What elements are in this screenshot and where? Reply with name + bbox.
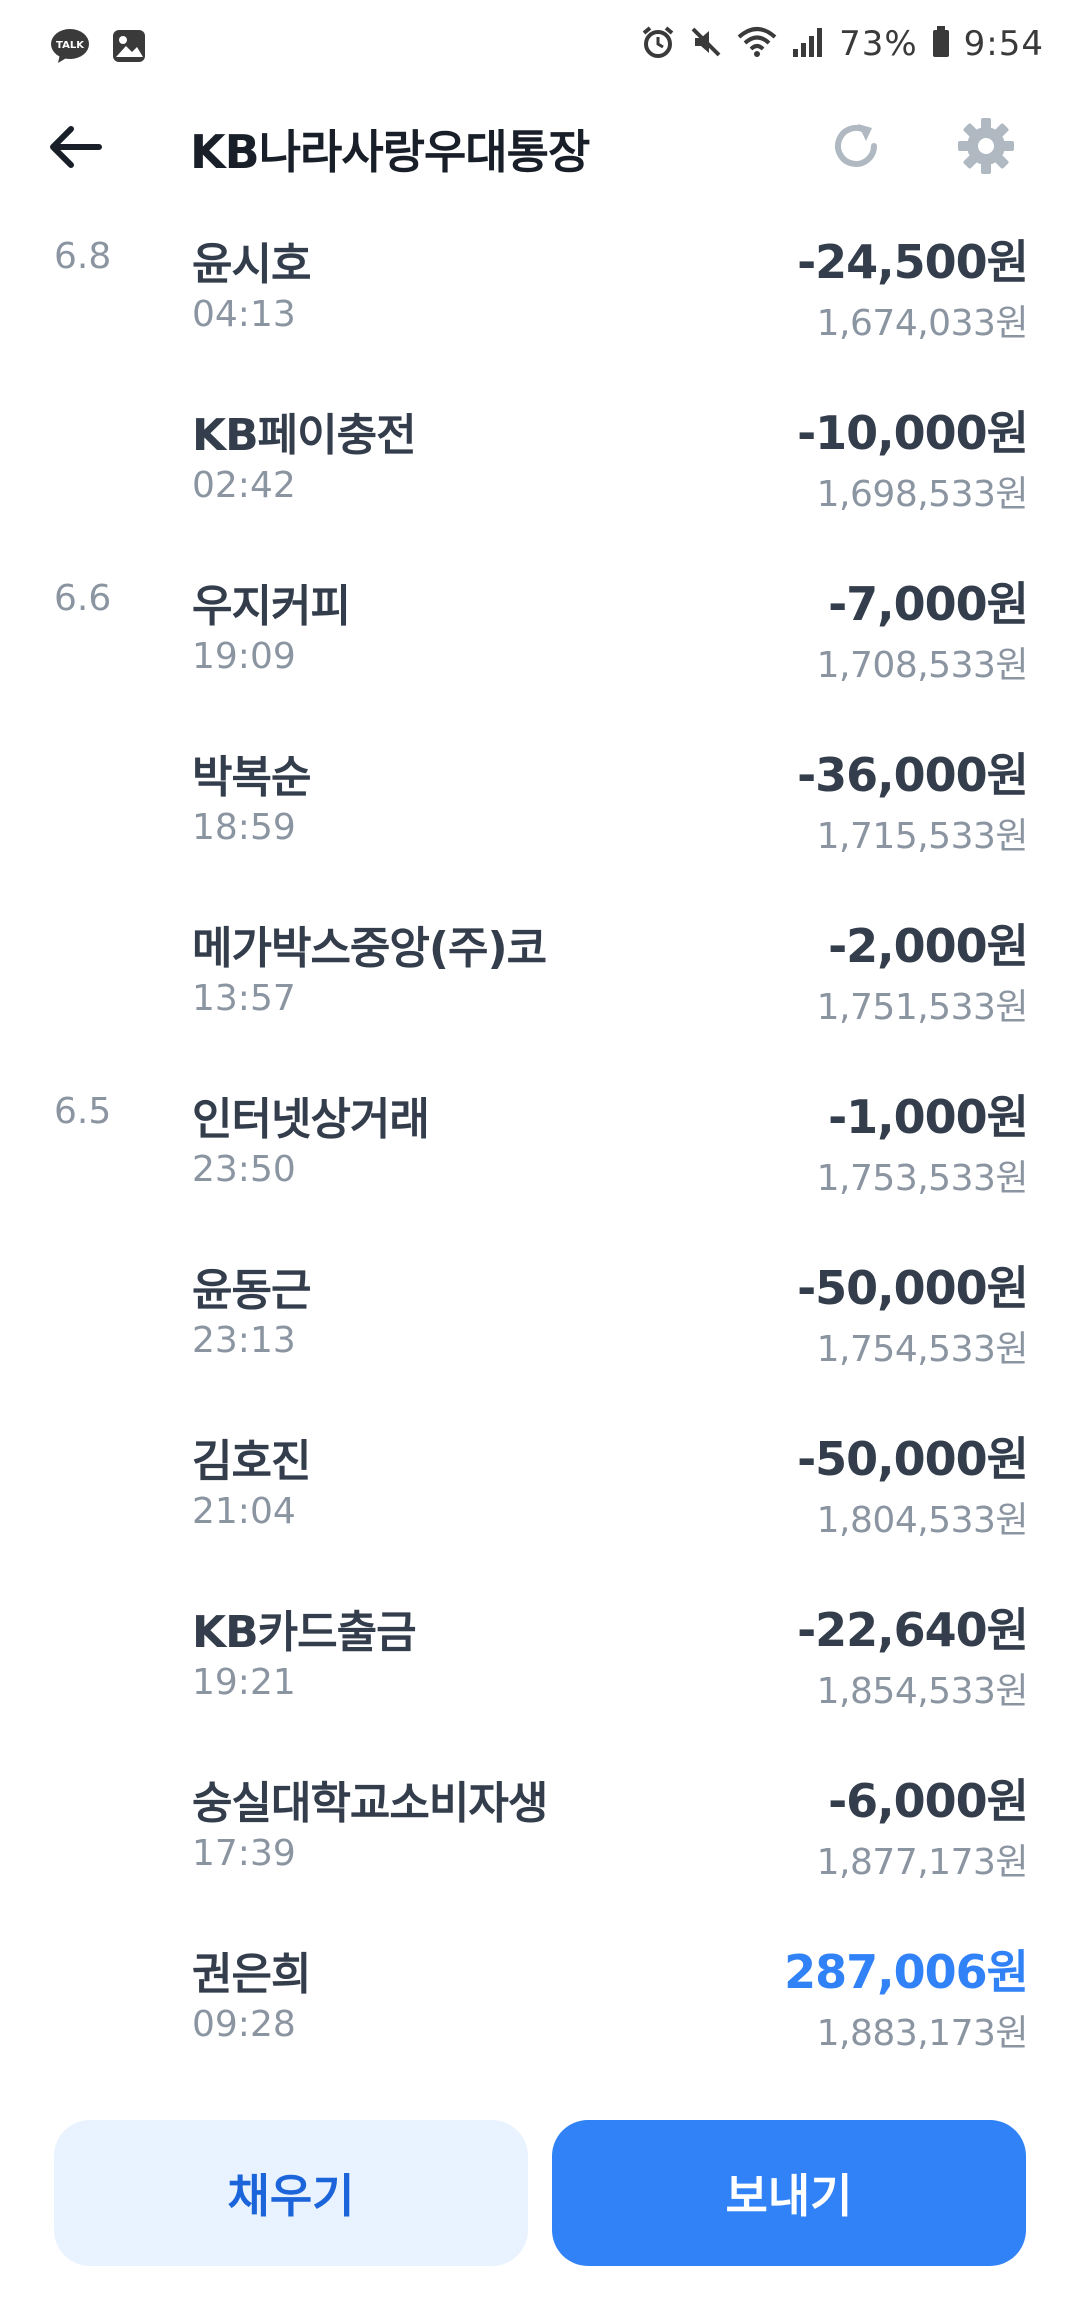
transaction-row[interactable]: 김호진 21:04 -50,000원 1,804,533원: [0, 1419, 1080, 1590]
transaction-name: 메가박스중앙(주)코: [192, 923, 547, 974]
transaction-row[interactable]: 6.8 윤시호 04:13 -24,500원 1,674,033원: [0, 222, 1080, 393]
transaction-time: 23:13: [192, 1320, 296, 1361]
transaction-balance: 1,753,533원: [816, 1158, 1029, 1199]
mute-icon: [689, 25, 723, 63]
settings-button[interactable]: [950, 110, 1022, 182]
transaction-time: 19:09: [192, 636, 296, 677]
page-title: KB나라사랑우대통장: [190, 125, 590, 179]
transaction-name: 김호진: [192, 1436, 311, 1487]
transaction-amount: -22,640원: [797, 1603, 1029, 1657]
transaction-balance: 1,883,173원: [816, 2013, 1029, 2054]
fill-button[interactable]: 채우기: [54, 2120, 528, 2266]
alarm-icon: [641, 25, 675, 63]
refresh-icon: [835, 124, 877, 167]
transaction-name: 윤시호: [192, 239, 311, 290]
transaction-balance: 1,804,533원: [816, 1500, 1029, 1541]
app-header: KB나라사랑우대통장: [0, 96, 1080, 196]
transaction-balance: 1,674,033원: [816, 303, 1029, 344]
transaction-name: 우지커피: [192, 581, 351, 632]
transaction-time: 13:57: [192, 978, 296, 1019]
bottom-action-bar: 채우기 보내기: [0, 2120, 1080, 2270]
status-right-icons: 73% 9:54: [641, 24, 1044, 64]
wifi-icon: [737, 25, 777, 63]
transaction-amount: -7,000원: [828, 577, 1029, 631]
transaction-name: 인터넷상거래: [192, 1094, 430, 1145]
status-bar: TALK: [0, 0, 1080, 96]
transaction-amount: -2,000원: [828, 919, 1029, 973]
transaction-row[interactable]: 6.6 우지커피 19:09 -7,000원 1,708,533원: [0, 564, 1080, 735]
transaction-amount: -24,500원: [797, 235, 1029, 289]
transaction-time: 21:04: [192, 1491, 296, 1532]
svg-text:TALK: TALK: [56, 40, 85, 51]
transaction-amount: -50,000원: [797, 1261, 1029, 1315]
transaction-amount: -6,000원: [828, 1774, 1029, 1828]
transaction-row[interactable]: 윤동근 23:13 -50,000원 1,754,533원: [0, 1248, 1080, 1419]
transaction-name: KB카드출금: [192, 1607, 417, 1658]
transaction-amount: -50,000원: [797, 1432, 1029, 1486]
transaction-time: 23:50: [192, 1149, 296, 1190]
battery-icon: [932, 26, 950, 62]
transaction-amount-deposit: 287,006원: [784, 1945, 1029, 1999]
transaction-row[interactable]: KB카드출금 19:21 -22,640원 1,854,533원: [0, 1590, 1080, 1761]
transaction-date: 6.6: [54, 578, 112, 619]
transaction-name: KB페이충전: [192, 410, 417, 461]
transaction-time: 04:13: [192, 294, 296, 335]
transaction-list: 6.8 윤시호 04:13 -24,500원 1,674,033원 KB페이충전…: [0, 222, 1080, 2103]
status-left-icons: TALK: [50, 28, 146, 68]
signal-icon: [791, 25, 825, 63]
battery-percent: 73%: [839, 24, 918, 64]
transaction-amount: -1,000원: [828, 1090, 1029, 1144]
transaction-balance: 1,698,533원: [816, 474, 1029, 515]
transaction-time: 18:59: [192, 807, 296, 848]
gallery-icon: [112, 29, 146, 67]
transaction-amount: -10,000원: [797, 406, 1029, 460]
transaction-balance: 1,877,173원: [816, 1842, 1029, 1883]
arrow-left-icon: [50, 126, 102, 168]
transaction-name: 숭실대학교소비자생: [192, 1778, 548, 1829]
gear-icon: [958, 118, 1014, 174]
transaction-date: 6.5: [54, 1091, 112, 1132]
send-button[interactable]: 보내기: [552, 2120, 1026, 2266]
transaction-row[interactable]: 권은희 09:28 287,006원 1,883,173원: [0, 1932, 1080, 2103]
clock: 9:54: [963, 24, 1044, 64]
kakaotalk-icon: TALK: [50, 28, 90, 68]
transaction-row[interactable]: 박복순 18:59 -36,000원 1,715,533원: [0, 735, 1080, 906]
transaction-time: 02:42: [192, 465, 296, 506]
transaction-balance: 1,754,533원: [816, 1329, 1029, 1370]
transaction-row[interactable]: 숭실대학교소비자생 17:39 -6,000원 1,877,173원: [0, 1761, 1080, 1932]
transaction-row[interactable]: KB페이충전 02:42 -10,000원 1,698,533원: [0, 393, 1080, 564]
transaction-row[interactable]: 메가박스중앙(주)코 13:57 -2,000원 1,751,533원: [0, 906, 1080, 1077]
transaction-time: 09:28: [192, 2004, 296, 2045]
transaction-time: 19:21: [192, 1662, 296, 1703]
transaction-name: 윤동근: [192, 1265, 311, 1316]
transaction-date: 6.8: [54, 236, 112, 277]
transaction-balance: 1,708,533원: [816, 645, 1029, 686]
transaction-balance: 1,751,533원: [816, 987, 1029, 1028]
transaction-amount: -36,000원: [797, 748, 1029, 802]
transaction-balance: 1,854,533원: [816, 1671, 1029, 1712]
back-button[interactable]: [40, 112, 110, 182]
transaction-time: 17:39: [192, 1833, 296, 1874]
refresh-button[interactable]: [820, 110, 892, 182]
transaction-balance: 1,715,533원: [816, 816, 1029, 857]
transaction-name: 권은희: [192, 1949, 311, 2000]
transaction-name: 박복순: [192, 752, 311, 803]
transaction-row[interactable]: 6.5 인터넷상거래 23:50 -1,000원 1,753,533원: [0, 1077, 1080, 1248]
